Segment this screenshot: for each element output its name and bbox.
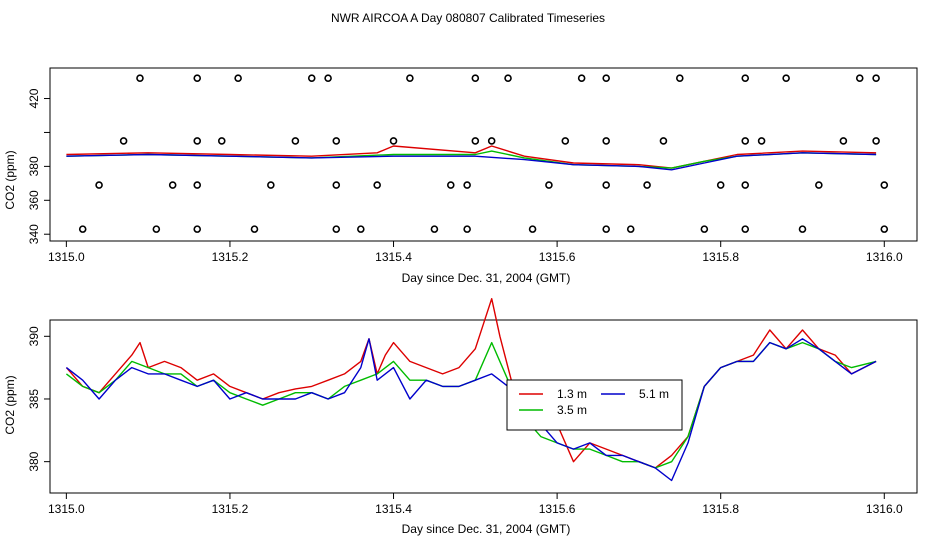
series-line-5-1-m <box>66 152 877 171</box>
panel-top: Day since Dec. 31, 2004 (GMT) CO2 (ppm) … <box>3 67 918 285</box>
x-tick-label: 1315.2 <box>212 502 249 516</box>
y-tick-label: 420 <box>27 88 41 108</box>
x-tick-label: 1315.6 <box>539 250 576 264</box>
marker-point <box>855 74 864 82</box>
x-tick-label: 1315.4 <box>375 250 412 264</box>
marker-point <box>659 137 668 145</box>
marker-point <box>880 225 889 233</box>
marker-point <box>700 225 709 233</box>
marker-point <box>577 74 586 82</box>
series-line-3-5-m <box>65 341 877 469</box>
marker-point <box>136 74 144 82</box>
marker-point <box>357 225 365 233</box>
marker-point <box>193 181 202 189</box>
marker-point <box>324 74 332 82</box>
marker-point <box>307 74 316 82</box>
marker-point <box>471 74 480 82</box>
x-tick-label: 1315.8 <box>702 502 739 516</box>
marker-point <box>716 181 725 189</box>
marker-point <box>782 74 790 82</box>
marker-point <box>741 181 750 189</box>
y-tick-label: 380 <box>27 451 41 471</box>
marker-point <box>561 137 570 145</box>
marker-point <box>389 137 398 145</box>
marker-point <box>406 74 414 82</box>
panel-top-ylabel: CO2 (ppm) <box>3 150 17 209</box>
marker-point <box>119 137 128 145</box>
marker-point <box>463 181 471 189</box>
legend-label: 5.1 m <box>639 387 669 401</box>
marker-point <box>602 137 610 145</box>
marker-point <box>626 225 635 233</box>
panel-bottom: Day since Dec. 31, 2004 (GMT) CO2 (ppm) … <box>3 298 918 536</box>
marker-point <box>78 225 87 233</box>
x-tick-label: 1316.0 <box>866 250 903 264</box>
series-line-1-3-m <box>66 145 877 169</box>
marker-point <box>839 137 848 145</box>
legend: 1.3 m 3.5 m 5.1 m <box>506 379 683 431</box>
marker-point <box>267 181 275 189</box>
marker-point <box>872 74 880 82</box>
marker-point <box>291 137 300 145</box>
marker-point <box>430 225 439 233</box>
marker-point <box>332 181 341 189</box>
marker-point <box>602 181 610 189</box>
marker-point <box>872 137 880 145</box>
x-tick-label: 1316.0 <box>866 502 903 516</box>
marker-point <box>545 181 553 189</box>
panel-bottom-xlabel: Day since Dec. 31, 2004 (GMT) <box>402 522 571 536</box>
marker-point <box>168 181 177 189</box>
marker-point <box>463 225 471 233</box>
marker-point <box>217 137 226 145</box>
marker-point <box>250 225 259 233</box>
marker-point <box>880 181 889 189</box>
y-tick-label: 385 <box>27 389 41 409</box>
marker-point <box>446 181 455 189</box>
x-tick-label: 1315.2 <box>212 250 249 264</box>
y-tick-label: 390 <box>27 326 41 346</box>
marker-point <box>95 181 103 189</box>
marker-point <box>815 181 823 189</box>
x-tick-label: 1315.8 <box>702 250 739 264</box>
marker-point <box>504 74 512 82</box>
y-tick-label: 340 <box>27 224 41 244</box>
panel-bottom-frame <box>49 319 918 494</box>
y-tick-label: 360 <box>27 190 41 210</box>
panel-top-frame <box>49 67 918 242</box>
series-line-5-1-m <box>65 338 877 482</box>
x-tick-label: 1315.4 <box>375 502 412 516</box>
marker-point <box>152 225 161 233</box>
marker-point <box>798 225 807 233</box>
x-tick-label: 1315.0 <box>48 502 85 516</box>
figure-title: NWR AIRCOA A Day 080807 Calibrated Times… <box>331 11 605 25</box>
marker-point <box>602 74 610 82</box>
x-tick-label: 1315.0 <box>48 250 85 264</box>
marker-point <box>471 137 480 145</box>
marker-point <box>193 74 202 82</box>
legend-label: 3.5 m <box>557 403 587 417</box>
marker-point <box>234 74 242 82</box>
x-tick-label: 1315.6 <box>539 502 576 516</box>
marker-point <box>602 225 610 233</box>
marker-point <box>373 181 381 189</box>
legend-label: 1.3 m <box>557 387 587 401</box>
panel-top-xlabel: Day since Dec. 31, 2004 (GMT) <box>402 271 571 285</box>
y-tick-label: 380 <box>27 156 41 176</box>
marker-point <box>741 225 750 233</box>
marker-point <box>741 74 750 82</box>
marker-point <box>332 137 341 145</box>
marker-point <box>332 225 341 233</box>
panel-bottom-ylabel: CO2 (ppm) <box>3 375 17 434</box>
marker-point <box>643 181 651 189</box>
marker-point <box>741 137 750 145</box>
legend-box <box>506 379 683 431</box>
marker-point <box>757 137 766 145</box>
marker-point <box>193 225 202 233</box>
marker-point <box>487 137 496 145</box>
marker-point <box>528 225 537 233</box>
marker-point <box>193 137 202 145</box>
marker-point <box>676 74 684 82</box>
